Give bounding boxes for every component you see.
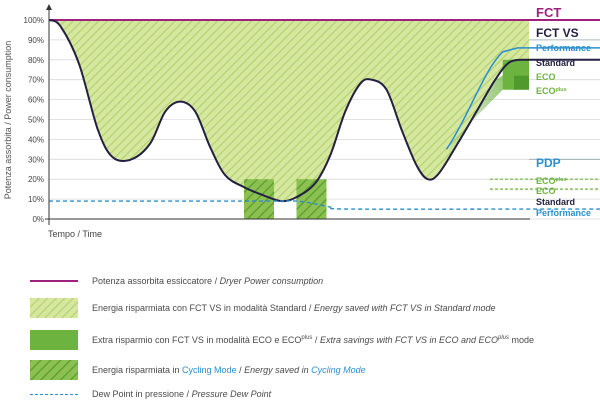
- legend-swatch-standard-saving: [30, 298, 78, 318]
- y-tick-label: 0%: [32, 215, 44, 224]
- legend-swatch-graphic: [30, 360, 78, 380]
- series-lines: [48, 19, 600, 210]
- legend-swatch-fill: [30, 298, 78, 318]
- legend-swatch-fill: [30, 360, 78, 380]
- chart: 0% 10% 20% 30% 40% 50% 60% 70% 80% 90% 100% FCT FCT…: [3, 4, 600, 239]
- axes: [45, 4, 530, 225]
- right-bottom-label: Standard: [536, 197, 575, 207]
- legend-item-standard-saving: Energia risparmiata con FCT VS in modali…: [30, 298, 496, 318]
- area-extra-saving-ecoplus: [514, 75, 529, 90]
- y-tick-label: 30%: [28, 155, 44, 164]
- legend-swatch-graphic: [30, 298, 78, 318]
- right-top-label: Performance: [536, 43, 591, 53]
- y-tick-label: 90%: [28, 36, 44, 45]
- right-top-label: FCT VS: [536, 26, 579, 40]
- right-bottom-label: ECOplus: [536, 176, 567, 186]
- series-fctvs-line: [48, 19, 600, 203]
- y-tick-label: 10%: [28, 195, 44, 204]
- legend-swatch-dewpoint: [30, 393, 78, 395]
- y-tick-label: 80%: [28, 56, 44, 65]
- y-tick-label: 50%: [28, 116, 44, 125]
- peak-highlight: [357, 81, 386, 110]
- legend-label-standard-saving: Energia risparmiata con FCT VS in modali…: [92, 303, 496, 313]
- y-tick-labels: 0% 10% 20% 30% 40% 50% 60% 70% 80% 90% 100%: [24, 16, 44, 224]
- y-tick-label: 100%: [24, 16, 44, 25]
- legend-swatch-power: [30, 280, 78, 282]
- right-bottom-label: Performance: [536, 208, 591, 218]
- right-bottom-label-sup: plus: [556, 177, 567, 183]
- y-tick-label: 60%: [28, 96, 44, 105]
- series-dewpoint-line: [49, 200, 600, 210]
- saving-areas: [49, 20, 529, 219]
- right-top-label-sup: plus: [556, 87, 567, 93]
- legend-swatch-extra-saving: [30, 330, 78, 350]
- right-top-label: ECOplus: [536, 86, 567, 96]
- right-bottom-label: ECO: [536, 186, 556, 196]
- legend-item-power: Potenza assorbita essiccatore / Dryer Po…: [30, 276, 323, 286]
- right-top-label: ECO: [536, 72, 556, 82]
- legend-item-cycling: Energia risparmiata in Cycling Mode / En…: [30, 360, 366, 380]
- area-cycling-mode: [296, 179, 327, 219]
- y-tick-label: 40%: [28, 135, 44, 144]
- legend-label-power: Potenza assorbita essiccatore / Dryer Po…: [92, 276, 324, 286]
- y-axis-label: Potenza assorbita / Power consumption: [3, 41, 13, 200]
- legend-item-extra-saving: Extra risparmio con FCT VS in modalità E…: [30, 330, 534, 350]
- legend-label-cycling: Energia risparmiata in Cycling Mode / En…: [92, 365, 366, 375]
- x-axis-label: Tempo / Time: [48, 229, 102, 239]
- right-bottom-label: PDP: [536, 156, 561, 170]
- y-axis-arrow: [46, 4, 52, 10]
- area-standard-saving: [49, 20, 529, 202]
- legend-label-dewpoint: Dew Point in pressione / Pressure Dew Po…: [92, 389, 272, 399]
- series-performance-line: [445, 47, 600, 150]
- right-top-label: Standard: [536, 58, 575, 68]
- y-tick-label: 20%: [28, 175, 44, 184]
- legend-swatch-cycling: [30, 360, 78, 380]
- legend-label-extra-saving: Extra risparmio con FCT VS in modalità E…: [92, 335, 535, 345]
- area-cycling-mode: [244, 179, 274, 219]
- legend-item-dewpoint: Dew Point in pressione / Pressure Dew Po…: [30, 389, 271, 399]
- y-tick-label: 70%: [28, 76, 44, 85]
- peak-highlight: [166, 105, 195, 126]
- right-top-label: FCT: [536, 5, 561, 20]
